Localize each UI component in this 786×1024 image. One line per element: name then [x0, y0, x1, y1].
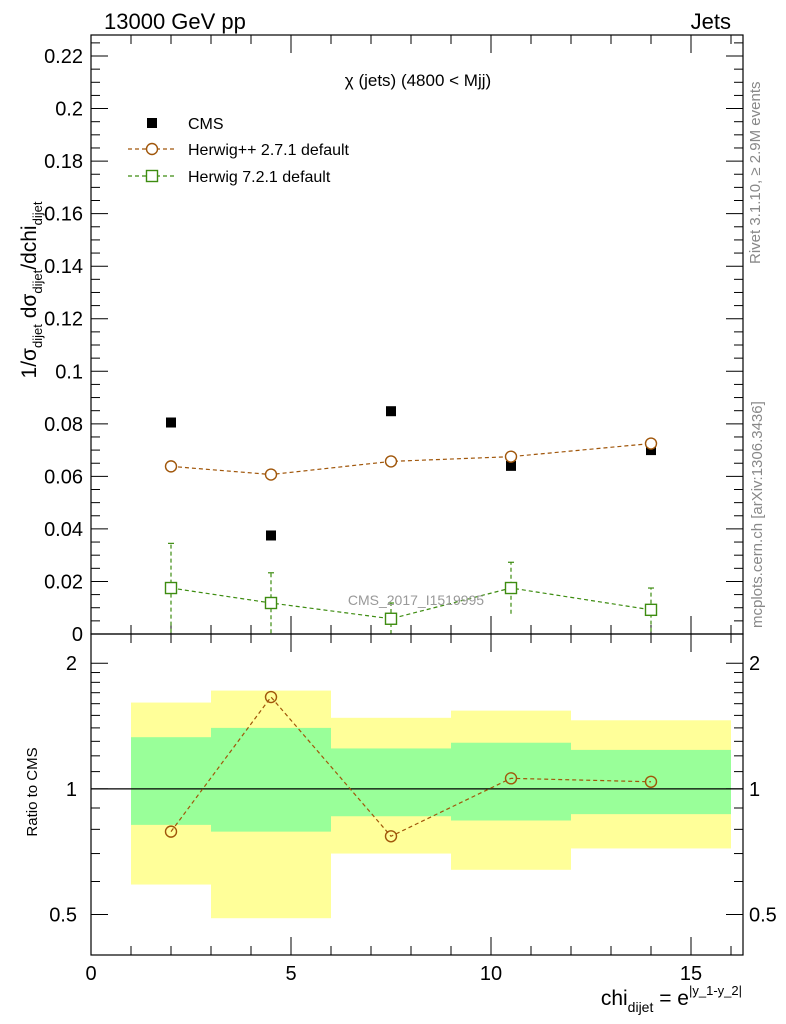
y-tick-label: 0: [72, 624, 83, 646]
legend-marker-cms: [147, 118, 157, 128]
data-point-herwig7: [264, 596, 278, 610]
ratio-point-herwigpp: [164, 825, 178, 838]
data-point-cms: [386, 406, 396, 417]
ratio-y-tick-label-right: 2: [749, 653, 760, 675]
ratio-y-tick-label: 2: [66, 653, 77, 675]
y-tick-label: 0.14: [44, 256, 83, 278]
data-point-herwigpp: [504, 450, 518, 463]
legend-label-herwigpp: Herwig++ 2.7.1 default: [188, 142, 350, 159]
data-point-herwigpp: [164, 460, 178, 473]
ratio-y-tick-label-right: 0.5: [749, 905, 777, 927]
legend-marker-herwig7: [145, 169, 159, 183]
y-tick-label: 0.02: [44, 571, 83, 593]
x-tick-label: 10: [480, 963, 502, 985]
top-y-axis-label: 1/σdijet dσdijet/dchidijet: [18, 201, 45, 378]
series-line-1: [170, 442, 652, 476]
watermark: CMS_2017_I1519995: [348, 592, 484, 608]
y-tick-label: 0.04: [44, 519, 83, 541]
y-tick-label: 0.2: [55, 99, 83, 121]
uncertainty-band-inner: [331, 748, 451, 817]
y-tick-label: 0.1: [55, 361, 83, 383]
rivet-label: Rivet 3.1.10, ≥ 2.9M events: [747, 82, 764, 265]
data-point-herwigpp: [644, 437, 658, 450]
ratio-y-tick-label: 0.5: [49, 905, 77, 927]
legend: CMS Herwig++ 2.7.1 default Herwig 7.2.1 …: [128, 116, 350, 186]
uncertainty-band-inner: [211, 727, 331, 832]
plot-title: χ (jets) (4800 < Mjj): [345, 71, 491, 90]
data-point-herwig7: [644, 603, 658, 617]
axis-ticks: 0 0.02 0.04 0.06 0.08 0.1 0.12 0.14 0.16 0.18 0.2 0…: [44, 35, 777, 985]
data-point-cms: [266, 530, 276, 541]
ratio-point-herwigpp: [504, 772, 518, 785]
y-tick-label: 0.18: [44, 151, 83, 173]
data-point-cms: [646, 445, 656, 456]
ratio-plot-frame: [90, 633, 744, 956]
data-point-herwigpp: [384, 455, 398, 468]
uncertainty-band-inner: [451, 742, 571, 821]
x-tick-label: 0: [85, 963, 96, 985]
y-tick-label: 0.06: [44, 466, 83, 488]
data-point-herwig7: [504, 581, 518, 595]
ratio-y-tick-label-right: 1: [749, 779, 760, 801]
legend-item-herwig7: Herwig 7.2.1 default: [128, 169, 331, 186]
uncertainty-band-inner: [571, 749, 731, 815]
series-line-2: [170, 587, 652, 620]
legend-item-herwigpp: Herwig++ 2.7.1 default: [128, 142, 350, 159]
uncertainty-band-inner: [131, 737, 211, 825]
ratio-point-herwigpp: [264, 690, 278, 704]
x-axis-label: chidijet = e|y_1-y_2|: [601, 983, 742, 1015]
x-tick-label: 15: [680, 963, 702, 985]
header-right: Jets: [691, 9, 731, 34]
legend-item-cms: CMS: [147, 116, 224, 133]
x-tick-label: 5: [285, 963, 296, 985]
ratio-series-line-0: [170, 696, 652, 838]
legend-label-herwig7: Herwig 7.2.1 default: [188, 169, 331, 186]
data-point-herwig7: [384, 612, 398, 625]
ratio-y-tick-label: 1: [66, 779, 77, 801]
data-point-herwigpp: [264, 468, 278, 481]
legend-marker-herwigpp: [145, 142, 159, 156]
data-point-herwig7: [164, 581, 178, 595]
ratio-y-axis-label: Ratio to CMS: [24, 747, 41, 836]
y-tick-label: 0.16: [44, 204, 83, 226]
y-tick-label: 0.22: [44, 46, 83, 68]
y-tick-label: 0.08: [44, 414, 83, 436]
ratio-point-herwigpp: [384, 830, 398, 843]
data-series: [91, 406, 743, 843]
legend-label-cms: CMS: [188, 116, 224, 133]
mcplots-label: mcplots.cern.ch [arXiv:1306.3436]: [749, 401, 766, 628]
data-point-cms: [166, 417, 176, 428]
data-point-cms: [506, 460, 516, 471]
y-tick-label: 0.12: [44, 309, 83, 331]
ratio-point-herwigpp: [644, 775, 658, 788]
header-left: 13000 GeV pp: [104, 9, 246, 34]
